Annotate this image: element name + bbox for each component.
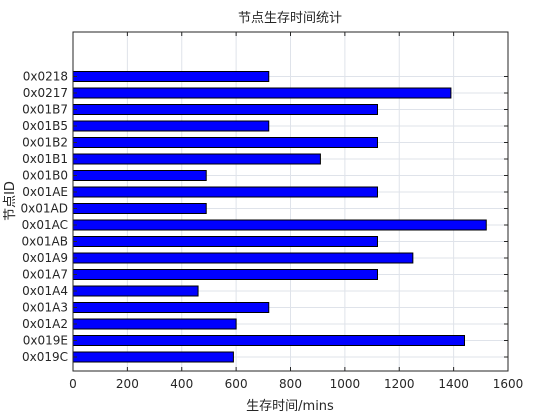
bar-0x01B5 [73,121,269,131]
y-tick-label: 0x019E [23,334,68,348]
x-tick-label: 200 [116,377,139,391]
y-tick-label: 0x01AE [22,185,68,199]
y-tick-label: 0x01A7 [22,268,68,282]
y-tick-label: 0x01A9 [22,251,68,265]
y-tick-label: 0x01B5 [22,119,68,133]
bar-0x01B7 [73,105,378,115]
x-tick-label: 800 [279,377,302,391]
bar-0x01B2 [73,138,378,148]
chart-title: 节点生存时间统计 [238,11,342,26]
x-axis-title: 生存时间/mins [246,399,334,414]
y-tick-label: 0x0217 [23,86,68,100]
bars [73,72,486,363]
y-tick-label: 0x01A4 [22,284,68,298]
x-tick-label: 1000 [330,377,361,391]
x-tick-label: 1600 [493,377,524,391]
bar-0x01B0 [73,171,206,181]
x-tick-label: 600 [225,377,248,391]
bar-0x01AC [73,220,486,230]
x-tick-label: 1400 [438,377,469,391]
y-tick-label: 0x01AB [22,235,68,249]
bar-0x01A7 [73,270,378,280]
y-tick-label: 0x01B1 [22,152,68,166]
bar-0x019C [73,352,233,362]
bar-0x01A3 [73,303,269,313]
x-tick-label: 1200 [384,377,415,391]
x-tick-label: 0 [69,377,77,391]
y-tick-label: 0x0218 [23,70,68,84]
bar-0x01B1 [73,154,320,164]
bar-0x0217 [73,88,451,98]
bar-0x01AB [73,237,378,247]
bar-0x01AE [73,187,378,197]
y-tick-label: 0x01AD [21,202,68,216]
y-axis-title: 节点ID [3,181,18,221]
y-tick-label: 0x01B7 [22,103,68,117]
bar-0x01AD [73,204,206,214]
bar-0x01A2 [73,319,236,329]
y-tick-label: 0x01AC [22,218,68,232]
bar-0x019E [73,336,465,346]
bar-0x0218 [73,72,269,82]
y-tick-label: 0x01B0 [22,169,68,183]
x-tick-label: 400 [170,377,193,391]
y-tick-label: 0x01A3 [22,301,68,315]
y-tick-label: 0x01B2 [22,136,68,150]
bar-0x01A4 [73,286,198,296]
y-tick-label: 0x01A2 [22,317,68,331]
bar-0x01A9 [73,253,413,263]
y-tick-label: 0x019C [22,350,68,364]
